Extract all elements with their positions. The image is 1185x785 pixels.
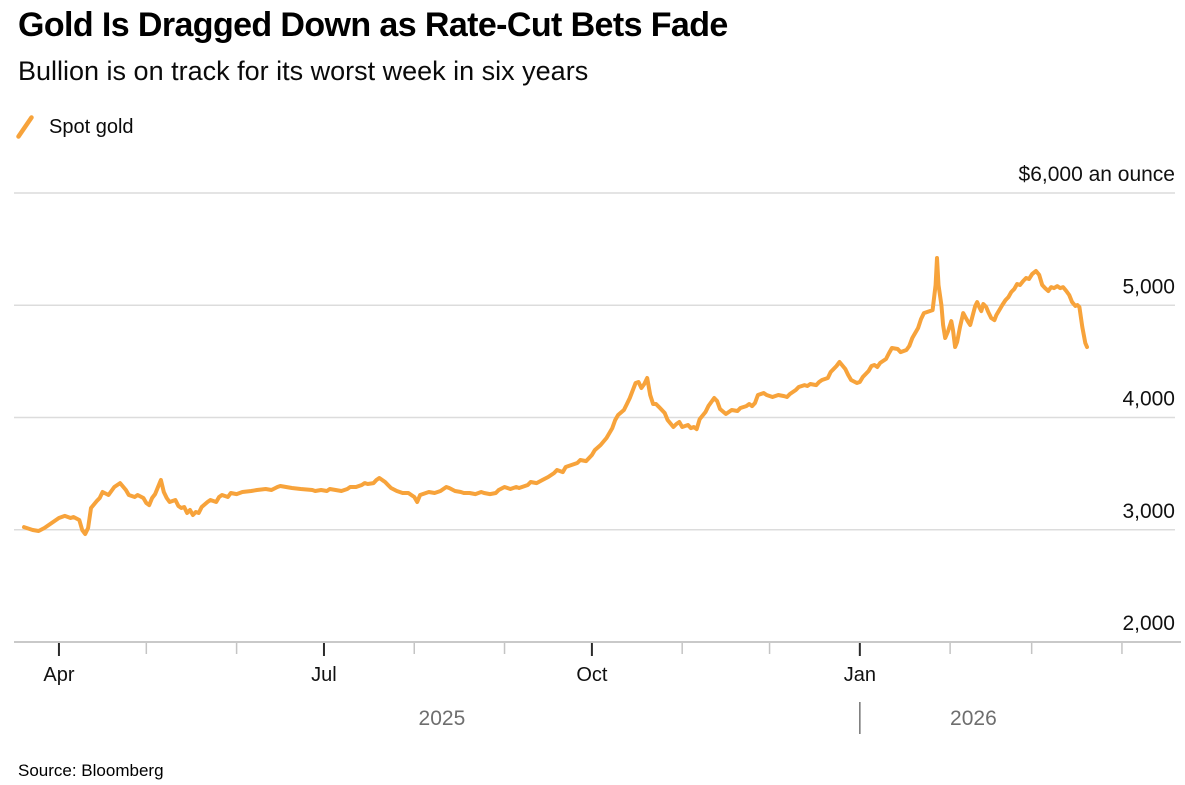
x-axis-month-label: Apr — [43, 664, 74, 686]
chart-subtitle: Bullion is on track for its worst week i… — [18, 56, 589, 86]
y-axis-tick-label: 3,000 — [1122, 500, 1175, 523]
y-axis-tick-label: 2,000 — [1122, 612, 1175, 635]
chart-title: Gold Is Dragged Down as Rate-Cut Bets Fa… — [18, 6, 728, 44]
spot-gold-line — [22, 256, 1089, 536]
x-axis-month-label: Oct — [576, 664, 608, 686]
y-axis-unit-label: $6,000 an ounce — [1019, 163, 1175, 186]
orange-slash-icon — [16, 115, 34, 139]
y-axis-tick-label: 4,000 — [1122, 388, 1175, 411]
legend: Spot gold — [15, 113, 134, 141]
legend-label: Spot gold — [49, 115, 134, 138]
x-axis-year-label: 2025 — [419, 707, 466, 730]
source-credit: Source: Bloomberg — [18, 761, 164, 780]
x-axis-year-label: 2026 — [950, 707, 997, 730]
x-axis-month-label: Jan — [844, 664, 876, 686]
y-axis-tick-label: 5,000 — [1122, 275, 1175, 298]
x-axis-month-label: Jul — [311, 664, 337, 686]
